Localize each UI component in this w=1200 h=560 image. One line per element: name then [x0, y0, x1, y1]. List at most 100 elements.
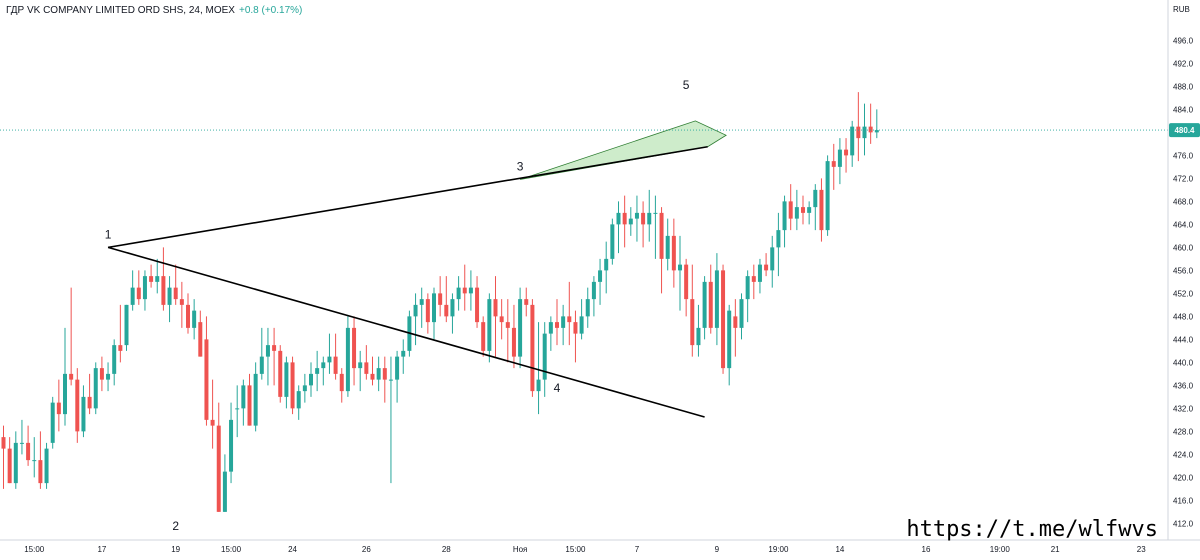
candle: [419, 287, 424, 328]
wave-label-5: 5: [683, 78, 690, 92]
candle: [112, 339, 117, 386]
candle-body: [247, 385, 252, 426]
candle: [751, 264, 756, 300]
candle: [179, 281, 184, 328]
candle: [782, 195, 787, 248]
candle-body: [352, 327, 357, 369]
candle-body: [272, 345, 277, 351]
candle: [204, 316, 209, 426]
candle-body: [764, 264, 769, 271]
y-tick-label: 468.0: [1173, 197, 1194, 206]
candle-body: [745, 276, 750, 300]
candle-body: [358, 362, 363, 369]
candle: [604, 241, 609, 294]
candle-body: [708, 281, 713, 328]
candle: [253, 362, 258, 432]
candle: [413, 293, 418, 346]
candle-body: [647, 212, 652, 225]
candle-body: [868, 126, 873, 133]
candle-body: [161, 276, 166, 305]
candle-body: [837, 149, 842, 167]
candle-body: [75, 379, 80, 432]
symbol-title: ГДР VK COMPANY LIMITED ORD SHS, 24, MOEX: [6, 5, 235, 16]
candle-body: [136, 287, 141, 300]
candle-body: [69, 373, 74, 380]
candle-body: [290, 362, 295, 409]
x-tick-label: 19:00: [768, 545, 789, 554]
candle: [124, 304, 129, 351]
candle: [130, 270, 135, 311]
currency-label: RUB: [1173, 5, 1190, 14]
candle: [591, 276, 596, 317]
x-tick-label: 16: [922, 545, 931, 554]
candle: [44, 442, 49, 489]
candle: [327, 333, 332, 374]
candle-body: [665, 235, 670, 259]
candle-body: [573, 322, 578, 334]
candle: [345, 316, 350, 397]
candle-body: [739, 299, 744, 328]
candle: [63, 327, 67, 426]
candle: [321, 356, 326, 386]
candle-body: [149, 276, 154, 282]
candle-body: [87, 396, 92, 409]
candle: [444, 276, 449, 323]
candle-body: [819, 189, 824, 231]
candle: [216, 402, 221, 512]
candle-body: [118, 345, 123, 351]
candle-body: [616, 212, 621, 225]
candle-body: [315, 368, 320, 374]
candle: [628, 207, 633, 236]
y-tick-label: 420.0: [1173, 473, 1194, 482]
candle-body: [339, 373, 344, 392]
candle-body: [388, 379, 393, 381]
candle-body: [173, 287, 178, 300]
candle: [241, 379, 246, 426]
candle-body: [106, 373, 111, 380]
candle-body: [628, 218, 633, 225]
candle: [192, 299, 197, 340]
candle-body: [265, 345, 270, 357]
watermark-link[interactable]: https://t.me/wlfwvs: [906, 517, 1158, 542]
candle: [684, 258, 689, 317]
candle: [505, 299, 510, 363]
candle: [376, 356, 381, 392]
candle-body: [727, 310, 732, 369]
candle-body: [548, 322, 553, 334]
candle: [524, 287, 529, 317]
candle-body: [432, 293, 436, 323]
candle-body: [210, 419, 215, 426]
candle: [284, 356, 289, 409]
candle-body: [425, 299, 430, 323]
candle-body: [487, 299, 492, 351]
candle-body: [401, 350, 406, 357]
candle: [93, 362, 98, 415]
candle-body: [721, 270, 726, 369]
candle-body: [302, 385, 307, 392]
candle-body: [813, 189, 818, 208]
candle: [573, 310, 578, 363]
candle: [678, 235, 682, 311]
candle: [309, 362, 313, 397]
candle: [819, 178, 824, 242]
candle: [247, 373, 252, 426]
candle-body: [862, 126, 867, 139]
candle: [136, 270, 141, 305]
candle: [13, 431, 18, 489]
candle: [432, 287, 436, 340]
candle-body: [598, 270, 603, 282]
candle: [721, 264, 726, 374]
candle-body: [278, 350, 283, 397]
candle-body: [204, 339, 209, 420]
x-tick-label: 21: [1051, 545, 1060, 554]
candle: [7, 437, 12, 484]
candle: [733, 299, 738, 357]
candle-body: [825, 161, 830, 231]
candle: [69, 287, 74, 386]
candle: [567, 281, 572, 346]
candle: [641, 201, 646, 248]
candle-body: [192, 310, 197, 328]
y-tick-label: 424.0: [1173, 450, 1194, 459]
